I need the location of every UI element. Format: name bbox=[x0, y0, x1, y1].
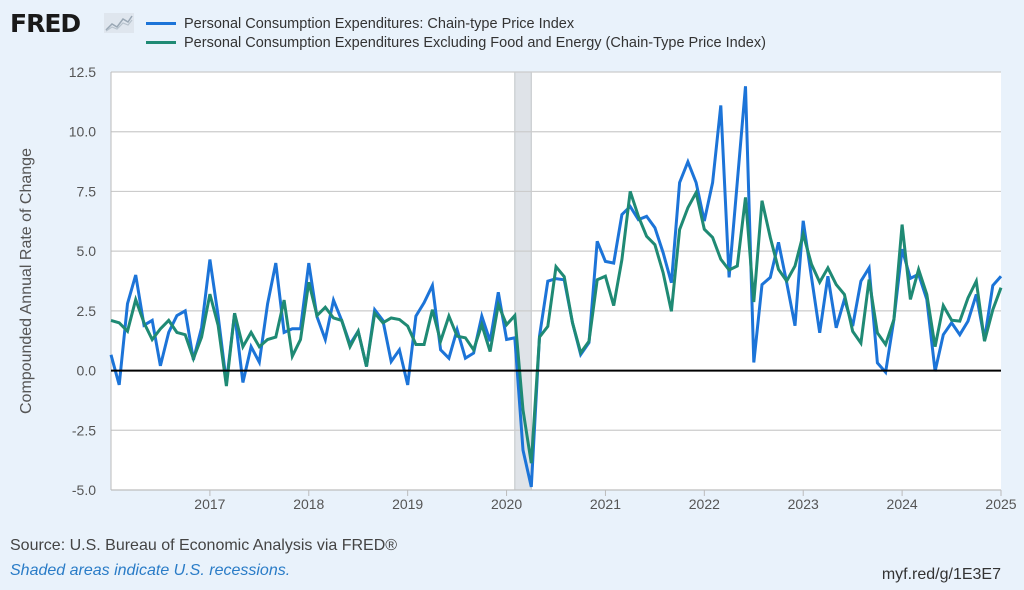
x-tick-label: 2021 bbox=[590, 496, 621, 512]
y-tick-label: 12.5 bbox=[69, 64, 96, 80]
legend-item-pce[interactable]: Personal Consumption Expenditures: Chain… bbox=[146, 14, 766, 33]
x-tick-label: 2019 bbox=[392, 496, 423, 512]
source-text: Source: U.S. Bureau of Economic Analysis… bbox=[10, 537, 398, 554]
y-tick-label: -5.0 bbox=[72, 482, 96, 498]
x-tick-label: 2023 bbox=[788, 496, 819, 512]
x-tick-label: 2017 bbox=[194, 496, 225, 512]
short-link[interactable]: myf.red/g/1E3E7 bbox=[881, 566, 1001, 583]
y-tick-labels: 12.5 10.0 7.5 5.0 2.5 0.0 -2.5 -5.0 bbox=[69, 64, 96, 498]
legend: Personal Consumption Expenditures: Chain… bbox=[146, 14, 766, 52]
x-tick-label: 2025 bbox=[985, 496, 1016, 512]
x-tick-label: 2024 bbox=[887, 496, 918, 512]
gridlines-layer bbox=[110, 71, 1001, 491]
series-core bbox=[110, 188, 1003, 464]
legend-label-core: Personal Consumption Expenditures Exclud… bbox=[184, 34, 766, 51]
chart-header: FRED Personal Consumption Expenditures: … bbox=[0, 0, 1024, 58]
plot-area bbox=[111, 72, 1001, 490]
fred-logo[interactable]: FRED bbox=[10, 9, 81, 38]
recession-note[interactable]: Shaded areas indicate U.S. recessions. bbox=[10, 562, 291, 579]
y-tick-label: -2.5 bbox=[72, 422, 96, 438]
y-tick-label: 0.0 bbox=[77, 363, 97, 379]
x-tick-label: 2020 bbox=[491, 496, 522, 512]
recession-shading-layer bbox=[514, 72, 532, 490]
legend-item-core[interactable]: Personal Consumption Expenditures Exclud… bbox=[146, 33, 766, 52]
x-tick-label: 2018 bbox=[293, 496, 324, 512]
legend-swatch-pce bbox=[146, 22, 176, 25]
legend-label-pce: Personal Consumption Expenditures: Chain… bbox=[184, 15, 575, 32]
series-layer bbox=[109, 86, 1003, 488]
y-tick-label: 7.5 bbox=[77, 183, 97, 199]
y-tick-label: 5.0 bbox=[77, 243, 97, 259]
y-tick-label: 2.5 bbox=[77, 303, 97, 319]
y-tick-label: 10.0 bbox=[69, 124, 96, 140]
recession-shade bbox=[514, 72, 532, 490]
legend-swatch-core bbox=[146, 41, 176, 44]
x-tick-label: 2022 bbox=[689, 496, 720, 512]
series-line-core bbox=[110, 188, 1003, 464]
line-chart-icon bbox=[104, 13, 134, 33]
x-tick-labels: 2017 2018 2019 2020 2021 2022 2023 2024 2025 bbox=[194, 490, 1017, 512]
